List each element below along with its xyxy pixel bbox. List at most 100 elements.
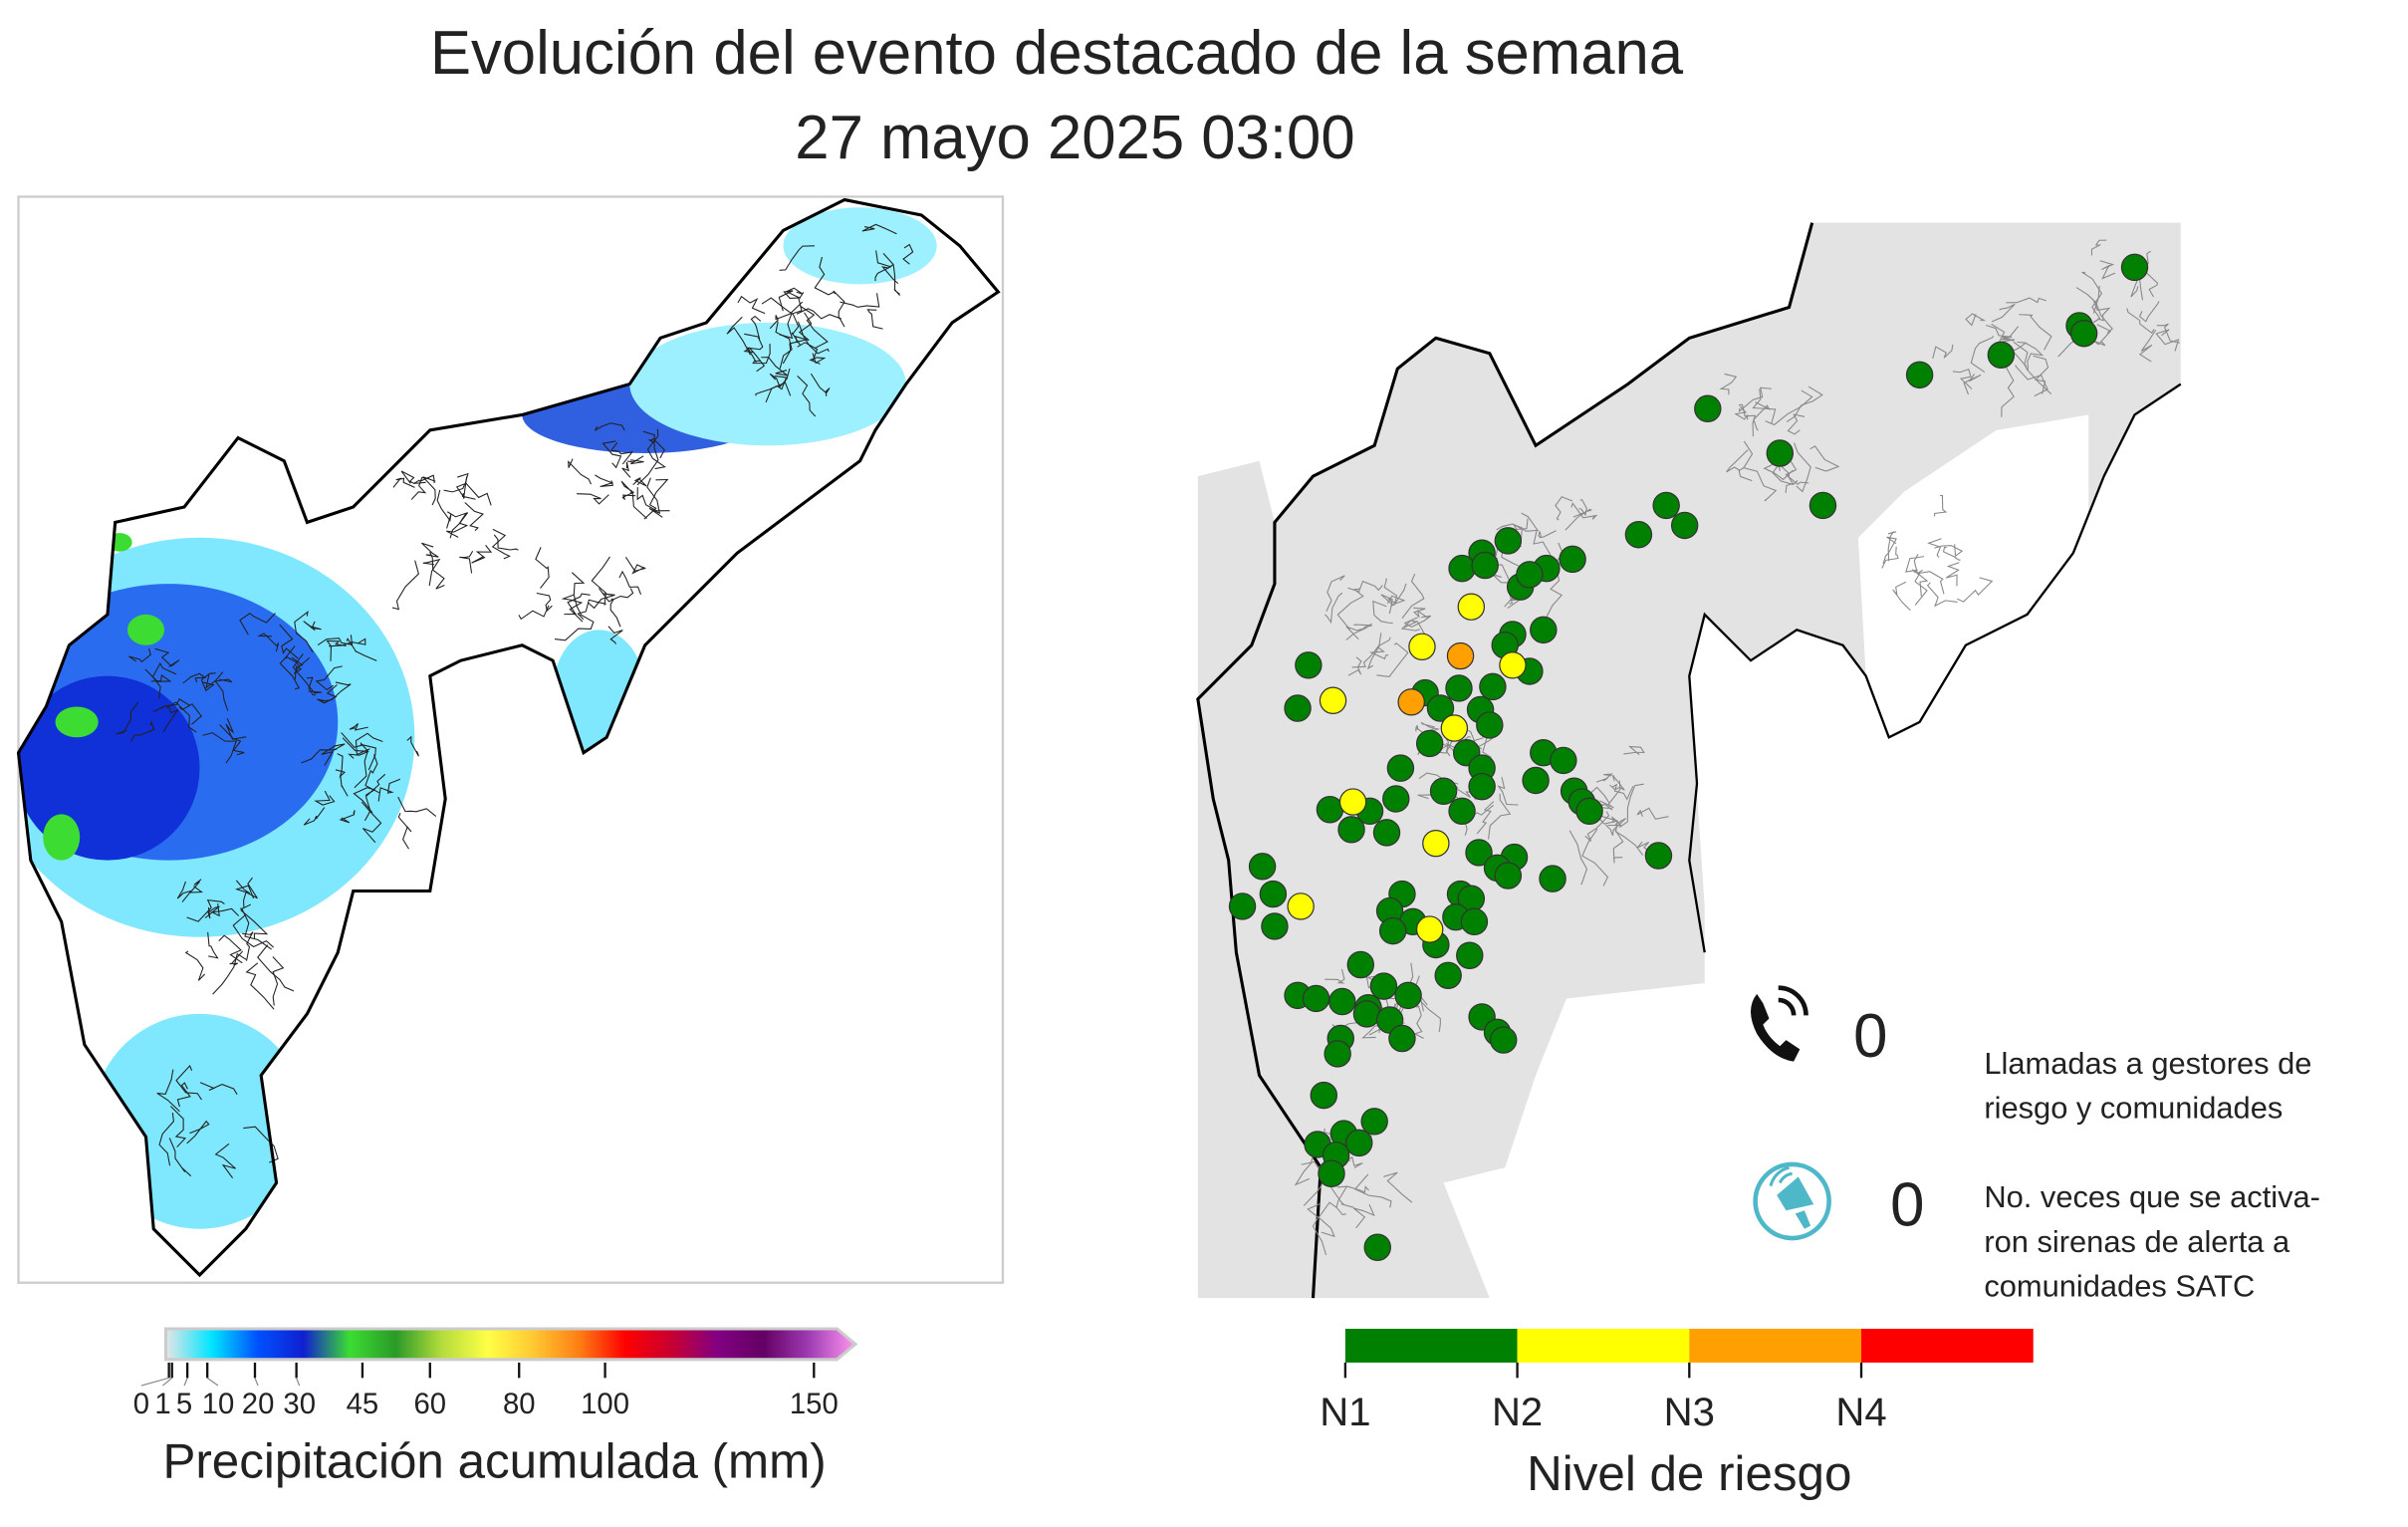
river bbox=[779, 245, 815, 271]
river bbox=[326, 639, 347, 661]
river bbox=[833, 290, 845, 328]
river bbox=[1324, 592, 1343, 625]
river bbox=[1307, 1203, 1327, 1256]
river bbox=[1786, 385, 1823, 422]
river bbox=[1785, 461, 1809, 486]
river bbox=[1347, 580, 1383, 593]
station-marker-n2 bbox=[1408, 633, 1436, 661]
river bbox=[400, 470, 426, 484]
river bbox=[737, 295, 766, 315]
sirens-label-line2: ron sirenas de alerta a bbox=[1984, 1224, 2290, 1259]
river bbox=[1353, 623, 1372, 629]
basin-boundary bbox=[1196, 222, 1814, 1299]
colorbar-tick-leader bbox=[296, 1378, 301, 1387]
river bbox=[2013, 341, 2052, 395]
river bbox=[561, 594, 584, 623]
river bbox=[429, 551, 445, 590]
river bbox=[156, 1069, 180, 1113]
station-marker-n1 bbox=[1360, 1108, 1388, 1136]
river bbox=[317, 683, 338, 704]
river bbox=[1965, 313, 1987, 327]
river bbox=[866, 309, 883, 330]
river-network bbox=[116, 223, 914, 1179]
station-marker-n1 bbox=[1516, 561, 1544, 589]
river bbox=[421, 542, 439, 558]
siren-icon bbox=[1753, 1161, 1831, 1241]
river bbox=[205, 674, 233, 689]
river bbox=[1335, 1185, 1348, 1216]
station-marker-n2 bbox=[1319, 686, 1347, 714]
river bbox=[459, 550, 474, 574]
station-marker-n1 bbox=[1261, 912, 1289, 940]
river bbox=[518, 605, 550, 621]
station-markers bbox=[1228, 253, 2149, 1261]
river bbox=[210, 903, 240, 917]
station-marker-n1 bbox=[1456, 941, 1484, 969]
station-marker-n1 bbox=[1369, 972, 1398, 1000]
river bbox=[775, 321, 793, 370]
station-marker-n1 bbox=[1644, 842, 1673, 870]
risk-level-label: N1 bbox=[1320, 1391, 1370, 1434]
river bbox=[317, 635, 354, 646]
river bbox=[1352, 1203, 1375, 1229]
calls-label-line1: Llamadas a gestores de bbox=[1984, 1046, 2311, 1081]
river bbox=[1413, 1006, 1424, 1040]
river bbox=[377, 778, 401, 802]
river bbox=[2091, 324, 2112, 347]
river bbox=[1738, 403, 1757, 437]
phone-icon bbox=[1750, 985, 1808, 1062]
river bbox=[1623, 745, 1645, 756]
river bbox=[2155, 329, 2180, 352]
river bbox=[1433, 732, 1450, 754]
station-marker-n1 bbox=[1522, 766, 1550, 795]
river bbox=[743, 347, 766, 373]
station-marker-n1 bbox=[1468, 772, 1496, 801]
river bbox=[800, 305, 829, 350]
river bbox=[618, 570, 642, 596]
river bbox=[621, 461, 631, 478]
station-marker-n1 bbox=[1471, 551, 1499, 580]
calls-count: 0 bbox=[1853, 1002, 1887, 1071]
colorbar-tick-leader bbox=[140, 1377, 169, 1387]
river bbox=[797, 321, 830, 355]
river bbox=[1401, 573, 1425, 619]
river bbox=[1324, 968, 1345, 984]
river bbox=[491, 528, 511, 560]
colorbar-tick-label: 100 bbox=[581, 1388, 629, 1420]
station-marker-n1 bbox=[1494, 862, 1523, 890]
river bbox=[2025, 342, 2045, 371]
river bbox=[1927, 538, 1942, 558]
river bbox=[620, 480, 647, 519]
sirens-label-line1: No. veces que se activa- bbox=[1984, 1179, 2320, 1214]
precipitation-colorbar: 0 1 5 10 20 30 45 60 80 100 150 Precipitación acum… bbox=[133, 1327, 858, 1489]
river bbox=[301, 748, 338, 764]
station-marker-n1 bbox=[1652, 491, 1680, 520]
station-marker-n1 bbox=[1539, 865, 1566, 892]
river bbox=[257, 944, 295, 992]
river bbox=[1383, 578, 1398, 607]
river bbox=[363, 773, 386, 822]
river bbox=[314, 790, 336, 806]
river bbox=[778, 290, 802, 312]
river bbox=[1892, 581, 1911, 611]
river bbox=[1380, 594, 1406, 606]
river bbox=[1387, 583, 1407, 615]
calls-label-line2: riesgo y comunidades bbox=[1984, 1091, 2283, 1126]
colorbar-tick-label: 10 bbox=[202, 1388, 235, 1420]
river bbox=[199, 1082, 238, 1095]
station-marker-n1 bbox=[1328, 987, 1356, 1016]
river bbox=[1336, 1185, 1369, 1193]
river bbox=[1957, 577, 1994, 603]
river bbox=[342, 737, 369, 759]
river bbox=[1403, 615, 1432, 629]
river bbox=[892, 265, 900, 297]
station-marker-n2 bbox=[1499, 651, 1527, 679]
river bbox=[1926, 582, 1958, 608]
station-marker-n1 bbox=[1386, 754, 1415, 782]
river bbox=[1934, 494, 1948, 517]
river bbox=[364, 754, 379, 794]
station-marker-n1 bbox=[1476, 711, 1504, 739]
river bbox=[814, 256, 836, 296]
station-marker-n1 bbox=[1530, 616, 1558, 644]
